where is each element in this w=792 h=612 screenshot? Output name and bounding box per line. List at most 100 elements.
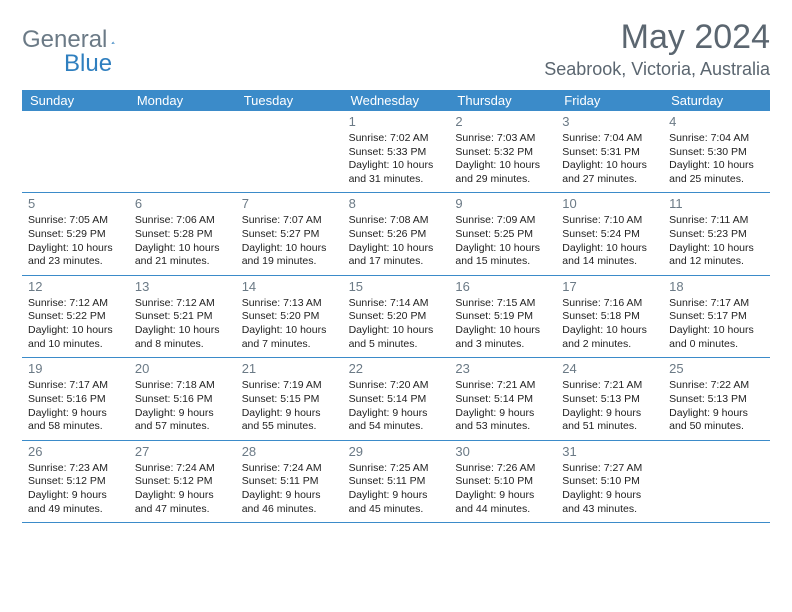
day-info-line: Daylight: 9 hours: [242, 407, 337, 421]
day-cell: 6Sunrise: 7:06 AMSunset: 5:28 PMDaylight…: [129, 193, 236, 274]
day-info-line: Sunrise: 7:16 AM: [562, 297, 657, 311]
day-cell: 22Sunrise: 7:20 AMSunset: 5:14 PMDayligh…: [343, 358, 450, 439]
day-cell: 20Sunrise: 7:18 AMSunset: 5:16 PMDayligh…: [129, 358, 236, 439]
day-info-line: Sunset: 5:19 PM: [455, 310, 550, 324]
month-title: May 2024: [544, 18, 770, 57]
day-info-line: and 14 minutes.: [562, 255, 657, 269]
day-info-line: Sunrise: 7:02 AM: [349, 132, 444, 146]
day-info-line: and 15 minutes.: [455, 255, 550, 269]
day-info-line: Daylight: 10 hours: [669, 159, 764, 173]
day-info-line: Daylight: 10 hours: [135, 242, 230, 256]
day-info-line: Sunrise: 7:04 AM: [669, 132, 764, 146]
day-info-line: Sunrise: 7:09 AM: [455, 214, 550, 228]
day-info-line: Daylight: 10 hours: [242, 324, 337, 338]
day-info-line: Sunset: 5:14 PM: [455, 393, 550, 407]
day-info-line: Sunset: 5:20 PM: [242, 310, 337, 324]
day-info-line: Daylight: 9 hours: [455, 407, 550, 421]
day-info-line: Sunset: 5:16 PM: [28, 393, 123, 407]
week-row: 26Sunrise: 7:23 AMSunset: 5:12 PMDayligh…: [22, 441, 770, 523]
day-info-line: Sunrise: 7:05 AM: [28, 214, 123, 228]
day-info-line: Sunset: 5:31 PM: [562, 146, 657, 160]
week-row: 19Sunrise: 7:17 AMSunset: 5:16 PMDayligh…: [22, 358, 770, 440]
day-info-line: Daylight: 9 hours: [28, 407, 123, 421]
day-info-line: and 5 minutes.: [349, 338, 444, 352]
day-number: 10: [562, 196, 657, 213]
day-info-line: Sunset: 5:28 PM: [135, 228, 230, 242]
day-info-line: and 25 minutes.: [669, 173, 764, 187]
day-cell: 23Sunrise: 7:21 AMSunset: 5:14 PMDayligh…: [449, 358, 556, 439]
day-info-line: Sunrise: 7:23 AM: [28, 462, 123, 476]
day-info-line: Sunrise: 7:11 AM: [669, 214, 764, 228]
day-info-line: Sunset: 5:15 PM: [242, 393, 337, 407]
day-number: 23: [455, 361, 550, 378]
day-info-line: Daylight: 10 hours: [349, 159, 444, 173]
day-info-line: Daylight: 10 hours: [455, 159, 550, 173]
day-cell: 8Sunrise: 7:08 AMSunset: 5:26 PMDaylight…: [343, 193, 450, 274]
day-info-line: and 49 minutes.: [28, 503, 123, 517]
day-info-line: Sunset: 5:20 PM: [349, 310, 444, 324]
day-number: 20: [135, 361, 230, 378]
day-number: 8: [349, 196, 444, 213]
day-number: 26: [28, 444, 123, 461]
day-info-line: Sunset: 5:30 PM: [669, 146, 764, 160]
header: General Blue May 2024 Seabrook, Victoria…: [22, 18, 770, 80]
day-cell: 19Sunrise: 7:17 AMSunset: 5:16 PMDayligh…: [22, 358, 129, 439]
day-header-row: SundayMondayTuesdayWednesdayThursdayFrid…: [22, 90, 770, 111]
day-info-line: and 31 minutes.: [349, 173, 444, 187]
day-cell: 18Sunrise: 7:17 AMSunset: 5:17 PMDayligh…: [663, 276, 770, 357]
day-header: Wednesday: [343, 90, 450, 111]
day-info-line: Sunrise: 7:13 AM: [242, 297, 337, 311]
day-info-line: Sunrise: 7:06 AM: [135, 214, 230, 228]
day-info-line: Sunset: 5:10 PM: [562, 475, 657, 489]
day-info-line: Daylight: 10 hours: [349, 242, 444, 256]
day-info-line: and 7 minutes.: [242, 338, 337, 352]
day-info-line: Daylight: 10 hours: [455, 324, 550, 338]
day-cell: 7Sunrise: 7:07 AMSunset: 5:27 PMDaylight…: [236, 193, 343, 274]
day-number: 24: [562, 361, 657, 378]
day-cell: 16Sunrise: 7:15 AMSunset: 5:19 PMDayligh…: [449, 276, 556, 357]
day-number: 15: [349, 279, 444, 296]
day-cell: 9Sunrise: 7:09 AMSunset: 5:25 PMDaylight…: [449, 193, 556, 274]
day-info-line: Daylight: 10 hours: [242, 242, 337, 256]
day-number: 30: [455, 444, 550, 461]
week-row: 1Sunrise: 7:02 AMSunset: 5:33 PMDaylight…: [22, 111, 770, 193]
day-info-line: Daylight: 9 hours: [562, 407, 657, 421]
day-info-line: Sunrise: 7:04 AM: [562, 132, 657, 146]
day-info-line: and 54 minutes.: [349, 420, 444, 434]
day-header: Saturday: [663, 90, 770, 111]
day-number: 2: [455, 114, 550, 131]
day-cell: [663, 441, 770, 522]
day-info-line: Sunrise: 7:22 AM: [669, 379, 764, 393]
day-info-line: Daylight: 10 hours: [669, 242, 764, 256]
day-info-line: Sunset: 5:23 PM: [669, 228, 764, 242]
day-number: 11: [669, 196, 764, 213]
day-number: 17: [562, 279, 657, 296]
day-cell: [22, 111, 129, 192]
day-info-line: Sunset: 5:33 PM: [349, 146, 444, 160]
day-info-line: Sunset: 5:27 PM: [242, 228, 337, 242]
day-info-line: Sunrise: 7:20 AM: [349, 379, 444, 393]
day-info-line: and 17 minutes.: [349, 255, 444, 269]
day-cell: 14Sunrise: 7:13 AMSunset: 5:20 PMDayligh…: [236, 276, 343, 357]
day-header: Tuesday: [236, 90, 343, 111]
day-cell: 29Sunrise: 7:25 AMSunset: 5:11 PMDayligh…: [343, 441, 450, 522]
day-info-line: Daylight: 10 hours: [562, 324, 657, 338]
day-info-line: and 0 minutes.: [669, 338, 764, 352]
day-info-line: Daylight: 9 hours: [349, 489, 444, 503]
day-info-line: Sunrise: 7:17 AM: [28, 379, 123, 393]
day-info-line: and 47 minutes.: [135, 503, 230, 517]
day-cell: 27Sunrise: 7:24 AMSunset: 5:12 PMDayligh…: [129, 441, 236, 522]
logo-text-blue: Blue: [64, 50, 112, 78]
day-info-line: Sunset: 5:21 PM: [135, 310, 230, 324]
day-header: Friday: [556, 90, 663, 111]
day-info-line: and 10 minutes.: [28, 338, 123, 352]
day-info-line: Sunset: 5:22 PM: [28, 310, 123, 324]
day-info-line: Daylight: 9 hours: [242, 489, 337, 503]
day-number: 18: [669, 279, 764, 296]
day-header: Sunday: [22, 90, 129, 111]
day-cell: 11Sunrise: 7:11 AMSunset: 5:23 PMDayligh…: [663, 193, 770, 274]
day-info-line: Sunrise: 7:12 AM: [135, 297, 230, 311]
day-cell: 24Sunrise: 7:21 AMSunset: 5:13 PMDayligh…: [556, 358, 663, 439]
day-info-line: Sunrise: 7:12 AM: [28, 297, 123, 311]
day-info-line: Sunrise: 7:07 AM: [242, 214, 337, 228]
